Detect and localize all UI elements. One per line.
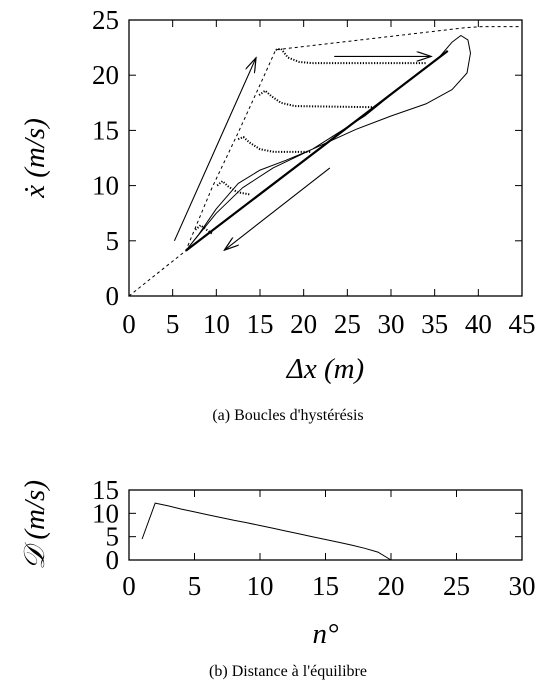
y-tick-label: 0 <box>106 545 120 575</box>
plot-frame <box>128 489 523 561</box>
x-tick-label: 10 <box>203 309 230 339</box>
y-tick-label: 15 <box>92 475 119 505</box>
x-tick-label: 30 <box>509 571 536 601</box>
series-line <box>237 136 311 153</box>
x-tick-label: 30 <box>378 309 405 339</box>
y-tick-label: 25 <box>92 5 119 35</box>
x-tick-label: 20 <box>378 571 405 601</box>
x-tick-label: 0 <box>122 309 136 339</box>
x-tick-label: 10 <box>247 571 274 601</box>
y-tick-label: 15 <box>92 115 119 145</box>
series-line <box>185 35 471 252</box>
x-tick-label: 0 <box>122 571 136 601</box>
x-axis-label: Δx (m) <box>286 353 364 385</box>
series-line <box>258 89 374 109</box>
series-line <box>128 26 522 297</box>
annotations <box>173 56 430 250</box>
x-tick-label: 20 <box>290 309 317 339</box>
y-tick-label: 10 <box>92 498 119 528</box>
plot-frame <box>128 19 523 297</box>
y-tick-label: 10 <box>92 171 119 201</box>
x-axis-label: n° <box>312 618 339 650</box>
x-tick-label: 25 <box>334 309 361 339</box>
series-line <box>275 47 426 65</box>
y-axis-label: 𝒟 (m/s) <box>19 480 51 570</box>
x-tick-label: 45 <box>509 309 536 339</box>
x-tick-label: 5 <box>188 571 202 601</box>
caption: (b) Distance à l'équilibre <box>209 663 367 680</box>
y-tick-label: 0 <box>106 281 120 311</box>
x-tick-label: 40 <box>465 309 492 339</box>
y-tick-label: 5 <box>106 226 120 256</box>
x-tick-label: 15 <box>312 571 339 601</box>
caption: (a) Boucles d'hystérésis <box>212 407 363 424</box>
series-group <box>141 502 392 561</box>
series-line <box>194 224 214 236</box>
y-tick-label: 20 <box>92 60 119 90</box>
annotation-arrow <box>173 59 255 242</box>
y-tick-label: 5 <box>106 522 120 552</box>
x-tick-label: 25 <box>443 571 470 601</box>
y-axis-label: ẋ (m/s) <box>19 118 51 199</box>
x-tick-label: 15 <box>247 309 274 339</box>
series-line <box>216 180 250 196</box>
x-tick-label: 35 <box>421 309 448 339</box>
x-tick-label: 5 <box>166 309 180 339</box>
series-line <box>141 502 392 561</box>
annotation-arrow <box>225 167 331 250</box>
series-group <box>128 26 522 297</box>
